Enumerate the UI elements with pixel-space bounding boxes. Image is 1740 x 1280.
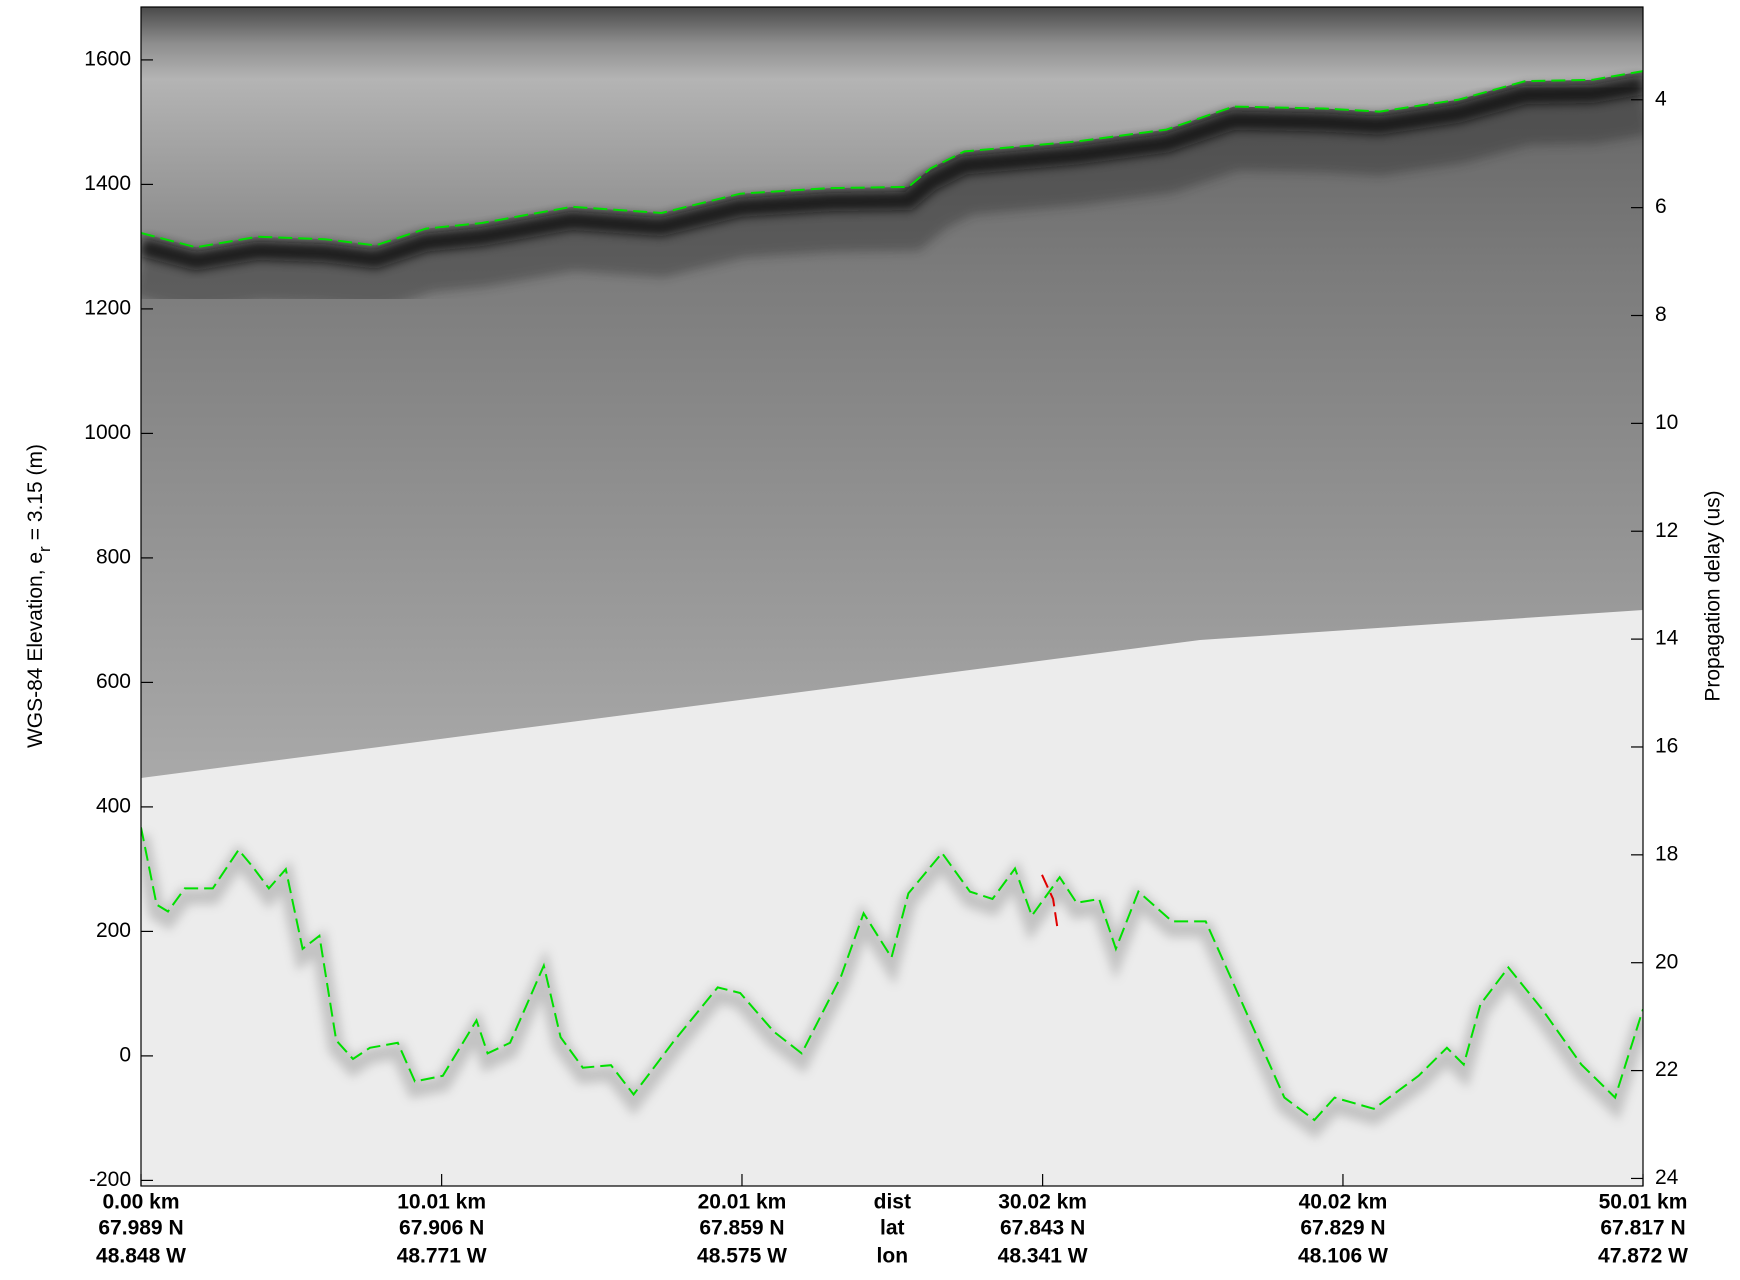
x-tick-label: 30.02 km <box>998 1191 1087 1214</box>
y-axis-title-main: WGS-84 Elevation, e <box>24 552 47 748</box>
plot-marks <box>141 70 1643 1122</box>
y-tick-label: 800 <box>96 545 131 568</box>
y2-tick-label: 14 <box>1655 627 1679 650</box>
plot-frame <box>140 6 1644 1187</box>
y2-tick-label: 12 <box>1655 519 1678 542</box>
y-tick-label: 200 <box>96 919 131 942</box>
y-tick-label: 600 <box>96 670 131 693</box>
trace-line <box>141 827 1643 1122</box>
echogram-surface-echo <box>141 75 1643 312</box>
y-axis-title-suffix: = 3.15 (m) <box>24 444 47 540</box>
y2-tick-label: 18 <box>1655 842 1678 865</box>
y-tick-label: 1000 <box>84 421 131 444</box>
lon-label: 47.872 W <box>1598 1245 1688 1268</box>
lon-label: 48.771 W <box>397 1245 487 1268</box>
y-tick-label: 1200 <box>84 296 131 319</box>
echogram-air <box>141 7 1643 248</box>
lon-label: 48.575 W <box>697 1245 787 1268</box>
y2-tick-label: 22 <box>1655 1058 1678 1081</box>
x-tick-label: 10.01 km <box>397 1191 486 1214</box>
y2-tick-label: 10 <box>1655 411 1678 434</box>
x-tick-label: 40.02 km <box>1299 1191 1388 1214</box>
y-tick-label: 1600 <box>84 47 131 70</box>
y-tick-label: 1400 <box>84 172 131 195</box>
lon-label: 48.341 W <box>998 1245 1088 1268</box>
lon-label: 48.848 W <box>96 1245 186 1268</box>
echogram-bed-echo <box>141 833 1643 1139</box>
x-tick-label: 50.01 km <box>1599 1191 1688 1214</box>
lat-label: 67.906 N <box>399 1217 484 1240</box>
row-name: dist <box>874 1191 911 1214</box>
y2-tick-label: 24 <box>1655 1166 1679 1189</box>
lat-label: 67.817 N <box>1600 1217 1685 1240</box>
lat-label: 67.989 N <box>98 1217 183 1240</box>
y2-tick-label: 8 <box>1655 303 1667 326</box>
x-tick-label: 20.01 km <box>698 1191 787 1214</box>
y-tick-label: 400 <box>96 794 131 817</box>
lat-label: 67.843 N <box>1000 1217 1085 1240</box>
y2-axis-title: Propagation delay (us) <box>1702 490 1725 701</box>
echogram <box>141 7 1643 1186</box>
row-name: lon <box>877 1245 909 1268</box>
y2-tick-label: 20 <box>1655 950 1678 973</box>
y2-tick-label: 4 <box>1655 87 1667 110</box>
lon-label: 48.106 W <box>1298 1245 1388 1268</box>
y-axis-title: WGS-84 Elevation, er = 3.15 (m) <box>24 444 55 748</box>
echogram-surface-echo <box>141 76 1643 271</box>
y-tick-label: 0 <box>119 1043 131 1066</box>
y2-tick-label: 6 <box>1655 195 1667 218</box>
y-tick-label: -200 <box>89 1168 131 1191</box>
y-axis-title-sub: r <box>35 546 54 552</box>
lat-label: 67.859 N <box>699 1217 784 1240</box>
y2-tick-label: 16 <box>1655 735 1678 758</box>
trace-line <box>141 70 1643 249</box>
row-name: lat <box>880 1217 905 1240</box>
x-tick-label: 0.00 km <box>102 1191 179 1214</box>
lat-label: 67.829 N <box>1300 1217 1385 1240</box>
trace-line <box>1041 874 1059 928</box>
